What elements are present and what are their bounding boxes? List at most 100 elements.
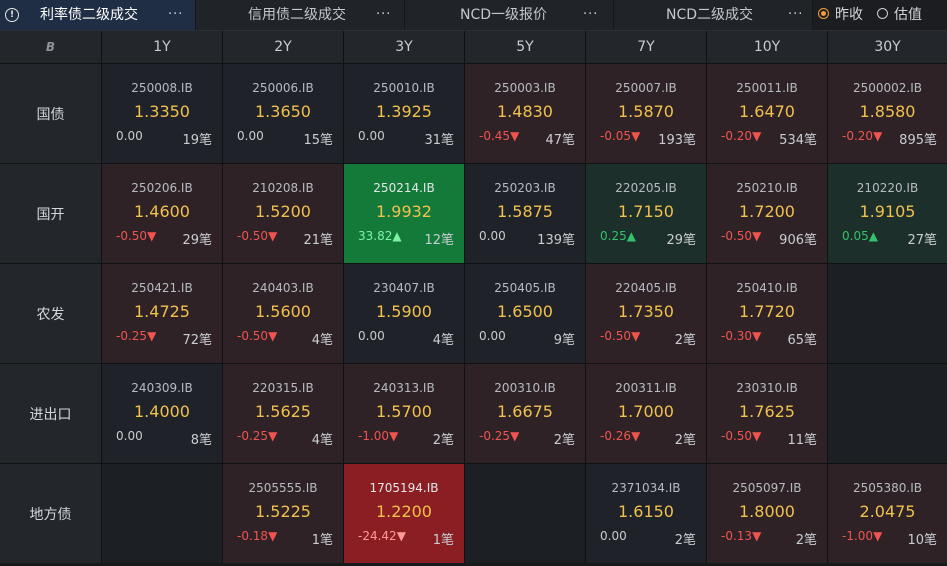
bond-code: 230407.IB [373, 281, 435, 295]
bond-cell[interactable]: 200311.IB 1.7000 -0.26▼ 2笔 [586, 364, 706, 463]
yield-change: -0.50▼ [237, 229, 277, 243]
more-icon[interactable]: ··· [583, 7, 599, 22]
bond-yield: 1.5900 [376, 302, 432, 321]
bond-yield: 1.7350 [618, 302, 674, 321]
bond-yield: 1.8580 [859, 102, 916, 121]
bond-cell[interactable]: 250210.IB 1.7200 -0.50▼ 906笔 [707, 164, 827, 263]
bond-cell[interactable]: 240309.IB 1.4000 0.00 8笔 [102, 364, 222, 463]
bond-cell[interactable]: 250421.IB 1.4725 -0.25▼ 72笔 [102, 264, 222, 363]
bond-yield: 1.5625 [255, 402, 311, 421]
bond-cell[interactable]: 230407.IB 1.5900 0.00 4笔 [344, 264, 464, 363]
yield-change-value: -0.25 [116, 329, 148, 343]
bond-yield: 1.6675 [497, 402, 553, 421]
trade-count: 29笔 [666, 233, 696, 248]
tab-credit-bond-secondary[interactable]: 信用债二级成交 ··· [196, 0, 405, 30]
bond-code: 210208.IB [252, 181, 314, 195]
arrow-down-icon: ▼ [268, 329, 278, 343]
tab-label: 信用债二级成交 [248, 7, 346, 23]
bond-cell[interactable]: 230310.IB 1.7625 -0.50▼ 11笔 [707, 364, 827, 463]
bond-cell[interactable]: 250206.IB 1.4600 -0.50▼ 29笔 [102, 164, 222, 263]
radio-valuation[interactable] [877, 8, 888, 19]
bond-code: 250008.IB [131, 81, 193, 95]
arrow-down-icon: ▼ [631, 129, 641, 143]
bond-cell[interactable]: 220315.IB 1.5625 -0.25▼ 4笔 [223, 364, 343, 463]
bond-cell[interactable]: 250203.IB 1.5875 0.00 139笔 [465, 164, 585, 263]
yield-change: 33.82▲ [358, 229, 402, 243]
yield-change-value: 0.00 [479, 229, 506, 243]
yield-change-value: 0.00 [600, 529, 627, 543]
more-icon[interactable]: ··· [376, 7, 392, 22]
bond-cell[interactable]: 250010.IB 1.3925 0.00 31笔 [344, 64, 464, 163]
tab-ncd-secondary[interactable]: NCD二级成交 ··· [614, 0, 813, 30]
yield-change-value: 0.05 [842, 229, 869, 243]
bond-cell[interactable]: 240403.IB 1.5600 -0.50▼ 4笔 [223, 264, 343, 363]
yield-change: -0.20▼ [842, 129, 882, 143]
yield-change: 0.00 [116, 429, 143, 443]
trade-count: 31笔 [424, 133, 454, 148]
yield-change: -0.20▼ [721, 129, 761, 143]
yield-change: -1.00▼ [842, 529, 882, 543]
bond-cell[interactable]: 210208.IB 1.5200 -0.50▼ 21笔 [223, 164, 343, 263]
trade-count: 4笔 [311, 433, 333, 448]
yield-change: -0.30▼ [721, 329, 761, 343]
arrow-down-icon: ▼ [268, 429, 278, 443]
bond-cell[interactable]: 250214.IB 1.9932 33.82▲ 12笔 [344, 164, 464, 263]
arrow-down-icon: ▼ [752, 429, 762, 443]
bond-cell[interactable]: 210220.IB 1.9105 0.05▲ 27笔 [828, 164, 947, 263]
bond-code: 2500002.IB [852, 81, 923, 95]
row-header: 农发 [0, 264, 101, 363]
bond-icon[interactable]: B [0, 31, 101, 63]
info-icon[interactable]: ! [5, 8, 19, 22]
bond-cell[interactable]: 240313.IB 1.5700 -1.00▼ 2笔 [344, 364, 464, 463]
bond-cell[interactable]: 1705194.IB 1.2200 -24.42▼ 1笔 [344, 464, 464, 563]
bond-cell[interactable]: 250003.IB 1.4830 -0.45▼ 47笔 [465, 64, 585, 163]
trade-count: 19笔 [182, 133, 212, 148]
bond-yield: 1.5200 [255, 202, 311, 221]
bond-cell[interactable]: 2505555.IB 1.5225 -0.18▼ 1笔 [223, 464, 343, 563]
bond-cell[interactable]: 250007.IB 1.5870 -0.05▼ 193笔 [586, 64, 706, 163]
tab-rate-bond-secondary[interactable]: ! 利率债二级成交 ··· [0, 0, 196, 30]
radio-prev-close[interactable] [818, 8, 829, 19]
bond-cell[interactable]: 2505380.IB 2.0475 -1.00▼ 10笔 [828, 464, 947, 563]
bond-code: 200310.IB [494, 381, 556, 395]
column-header-3y: 3Y [344, 31, 464, 63]
tab-ncd-primary-quote[interactable]: NCD一级报价 ··· [405, 0, 614, 30]
yield-change: -0.50▼ [721, 229, 761, 243]
bond-cell[interactable]: 250405.IB 1.6500 0.00 9笔 [465, 264, 585, 363]
trade-count: 10笔 [907, 533, 937, 548]
bond-yield: 1.5600 [255, 302, 311, 321]
arrow-down-icon: ▼ [268, 229, 278, 243]
trade-count: 21笔 [303, 233, 333, 248]
yield-change-value: 0.00 [116, 129, 143, 143]
yield-change-value: -0.50 [600, 329, 632, 343]
yield-change-value: 0.00 [358, 129, 385, 143]
column-header-7y: 7Y [586, 31, 706, 63]
bond-yield: 1.4000 [134, 402, 190, 421]
bond-cell[interactable]: 2500002.IB 1.8580 -0.20▼ 895笔 [828, 64, 947, 163]
bond-cell[interactable]: 220205.IB 1.7150 0.25▲ 29笔 [586, 164, 706, 263]
bond-cell[interactable]: 250006.IB 1.3650 0.00 15笔 [223, 64, 343, 163]
radio-prev-close-label[interactable]: 昨收 [835, 7, 863, 23]
bond-cell[interactable]: 2505097.IB 1.8000 -0.13▼ 2笔 [707, 464, 827, 563]
bond-code: 250203.IB [494, 181, 556, 195]
bond-yield: 1.5875 [497, 202, 553, 221]
yield-change: -0.50▼ [721, 429, 761, 443]
bond-yield: 1.9932 [376, 202, 432, 221]
bond-code: 1705194.IB [369, 481, 439, 495]
bond-cell[interactable]: 220405.IB 1.7350 -0.50▼ 2笔 [586, 264, 706, 363]
more-icon[interactable]: ··· [788, 7, 804, 22]
column-header-30y: 30Y [828, 31, 947, 63]
bond-cell[interactable]: 250410.IB 1.7720 -0.30▼ 65笔 [707, 264, 827, 363]
bond-cell[interactable]: 200310.IB 1.6675 -0.25▼ 2笔 [465, 364, 585, 463]
more-icon[interactable]: ··· [168, 7, 184, 22]
arrow-down-icon: ▼ [268, 529, 278, 543]
trade-count: 29笔 [182, 233, 212, 248]
bond-cell[interactable]: 250011.IB 1.6470 -0.20▼ 534笔 [707, 64, 827, 163]
price-basis-radio-group: 昨收 估值 [812, 0, 947, 30]
radio-valuation-label[interactable]: 估值 [894, 7, 922, 23]
bond-cell[interactable]: 250008.IB 1.3350 0.00 19笔 [102, 64, 222, 163]
bond-cell[interactable]: 2371034.IB 1.6150 0.00 2笔 [586, 464, 706, 563]
tab-label: 利率债二级成交 [40, 7, 138, 23]
bond-code: 250410.IB [736, 281, 798, 295]
bond-code: 220205.IB [615, 181, 677, 195]
